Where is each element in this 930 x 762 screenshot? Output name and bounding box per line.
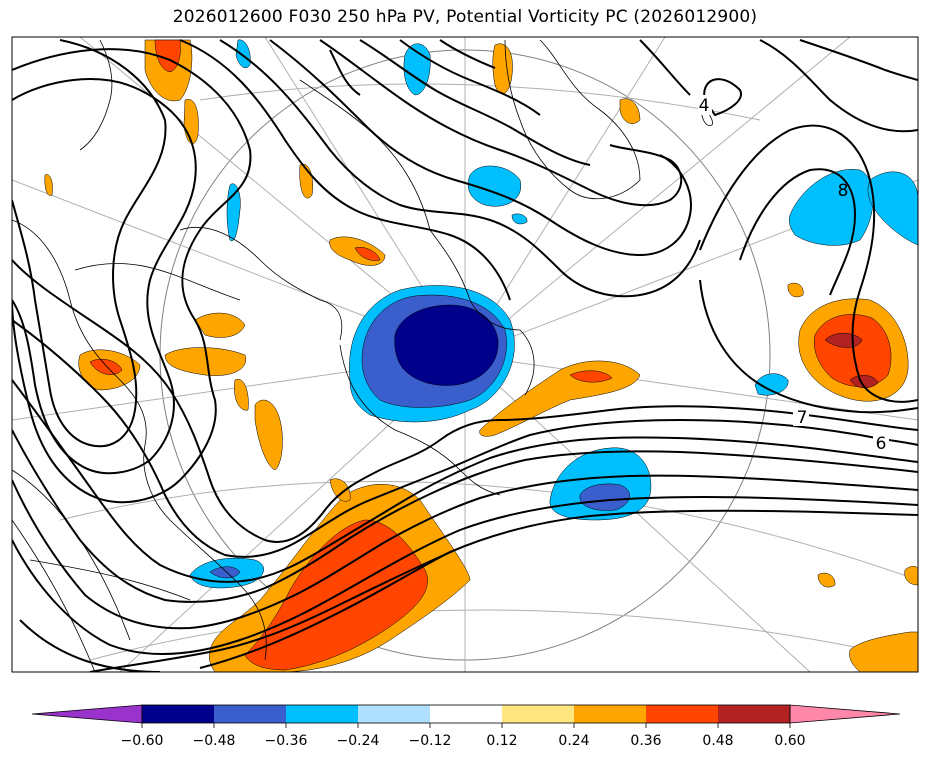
pv-contour-8 (739, 168, 857, 296)
colorbar-block (718, 705, 790, 723)
colorbar-block (574, 705, 646, 723)
colorbar-extend-min (31, 704, 143, 724)
colorbar-block (646, 705, 718, 723)
colorbar-extend-max (789, 704, 901, 724)
colorbar-block (214, 705, 286, 723)
colorbar-tick-label: 0.12 (486, 733, 517, 749)
colorbar-tick-label: −0.36 (265, 733, 308, 749)
colorbar-tick-label: 0.24 (558, 733, 589, 749)
colorbar-tick-label: −0.48 (193, 733, 236, 749)
colorbar-tick-label: −0.12 (409, 733, 452, 749)
colorbar-block (142, 705, 214, 723)
colorbar-tick-label: 0.60 (774, 733, 805, 749)
negative-anomaly-northeast (788, 169, 874, 246)
map-canvas: 4 8 7 6 (11, 36, 919, 673)
pv-contour-4 (703, 78, 742, 117)
colorbar-tick-label: 0.48 (702, 733, 733, 749)
colorbar-tick-label: 0.36 (630, 733, 661, 749)
colorbar-block (502, 705, 574, 723)
colorbar: −0.60 −0.48 −0.36 −0.24 −0.12 0.12 0.24 0.36 0.4… (31, 704, 901, 749)
colorbar-frame (141, 704, 791, 724)
contour-label-7: 7 (797, 408, 808, 428)
chart-title: 2026012600 F030 250 hPa PV, Potential Vo… (172, 7, 758, 27)
contour-labels: 4 8 7 6 (698, 95, 889, 454)
colorbar-ticks: −0.60 −0.48 −0.36 −0.24 −0.12 0.12 0.24 0.36 0.4… (121, 723, 806, 749)
colorbar-blocks (31, 704, 901, 724)
contour-label-8: 8 (838, 181, 849, 201)
colorbar-block (358, 705, 430, 723)
negative-anomaly-atlantic-core (579, 483, 630, 511)
contour-label-6: 6 (876, 434, 887, 454)
colorbar-block (286, 705, 358, 723)
pv-contours (12, 39, 918, 672)
colorbar-block (430, 705, 502, 723)
map-frame (11, 36, 919, 673)
colorbar-tick-label: −0.24 (337, 733, 380, 749)
contour-label-4: 4 (699, 96, 710, 116)
colorbar-tick-label: −0.60 (121, 733, 164, 749)
negative-anomaly-hudson-core (394, 304, 499, 386)
